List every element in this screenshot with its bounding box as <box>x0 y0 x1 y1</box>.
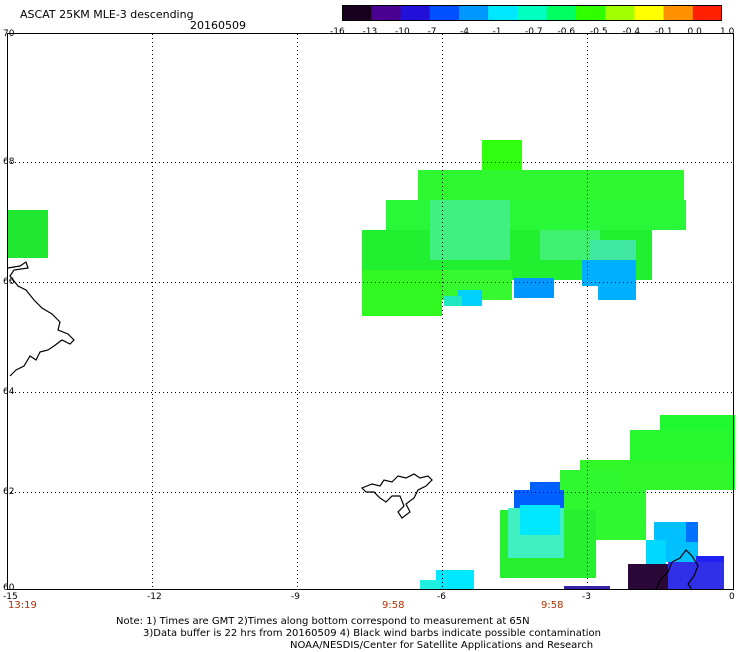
latitude-label: 62 <box>3 487 14 497</box>
time-label-center: 9:58 <box>382 600 405 611</box>
latitude-label: 66 <box>3 277 15 287</box>
colorbar-swatch <box>546 5 577 21</box>
colorbar-label: -0.6 <box>557 27 576 37</box>
colorbar-swatch <box>634 5 665 21</box>
colorbar-label: -0.4 <box>622 27 641 37</box>
iceland-coast <box>7 261 75 377</box>
colorbar-label: -0.1 <box>655 27 673 37</box>
longitude-label: 0 <box>729 592 735 600</box>
swath-north <box>362 140 686 316</box>
colorbar-swatch <box>692 5 723 21</box>
map-canvas: 70 68 66 64 62 60 -15 -12 -9 -6 -3 0 <box>3 29 735 600</box>
longitude-label: -9 <box>291 592 300 600</box>
latitude-label: 64 <box>3 387 15 397</box>
norway-coast <box>655 549 699 591</box>
longitude-label: -12 <box>147 592 162 600</box>
colorbar-swatch <box>488 5 518 21</box>
latitude-label: 70 <box>3 29 15 39</box>
product-title: ASCAT 25KM MLE-3 descending <box>20 8 194 21</box>
colorbar-labels: -16 -13 -10 -7 -4 -1 -0.7 -0.6 -0.5 -0.4 -0.1 0.0 1.… <box>330 27 740 39</box>
colorbar-label: -13 <box>362 27 378 37</box>
footnote-line-2: 3)Data buffer is 22 hrs from 20160509 4)… <box>143 628 601 639</box>
time-label-west: 13:19 <box>8 600 37 611</box>
colorbar-label: -0.7 <box>525 27 543 37</box>
colorbar-swatch <box>458 5 489 21</box>
colorbar-label: 0.0 <box>687 27 702 37</box>
colorbar-swatch <box>517 5 548 21</box>
latitude-label: 60 <box>3 583 15 593</box>
footnote-line-1: Note: 1) Times are GMT 2)Times along bot… <box>116 616 530 627</box>
swath-west <box>8 210 48 258</box>
colorbar-label: -10 <box>395 27 410 37</box>
faroe-coast <box>360 473 433 519</box>
colorbar-frame <box>342 5 722 21</box>
product-date: 20160509 <box>190 19 246 32</box>
colorbar-label: 1.0 <box>720 27 735 37</box>
swath-south <box>420 415 735 590</box>
footnote-credit: NOAA/NESDIS/Center for Satellite Applica… <box>290 640 594 651</box>
colorbar-label: -16 <box>330 27 345 37</box>
latitude-label: 68 <box>3 157 15 167</box>
colorbar-swatch <box>429 5 460 21</box>
colorbar-swatch <box>575 5 606 21</box>
colorbar-label: -7 <box>427 27 437 37</box>
longitude-label: -3 <box>582 592 591 600</box>
colorbar-swatch <box>605 5 635 21</box>
colorbar-label: -0.5 <box>590 27 608 37</box>
colorbar-swatch <box>342 5 372 21</box>
longitude-label: -15 <box>3 592 18 600</box>
graticule <box>7 33 734 590</box>
wind-data-swaths <box>8 140 735 590</box>
coastlines <box>7 261 699 591</box>
longitude-labels: -15 -12 -9 -6 -3 0 <box>3 592 735 600</box>
colorbar-swatch <box>371 5 402 21</box>
colorbar-swatch <box>663 5 694 21</box>
colorbar-swatches <box>342 5 723 21</box>
latitude-labels: 70 68 66 64 62 60 <box>3 29 15 593</box>
colorbar-label: -4 <box>460 27 469 37</box>
time-label-east: 9:58 <box>541 600 564 611</box>
longitude-label: -6 <box>437 592 446 600</box>
colorbar-label: -1 <box>492 27 502 37</box>
colorbar <box>342 5 723 21</box>
colorbar-swatch <box>400 5 431 21</box>
